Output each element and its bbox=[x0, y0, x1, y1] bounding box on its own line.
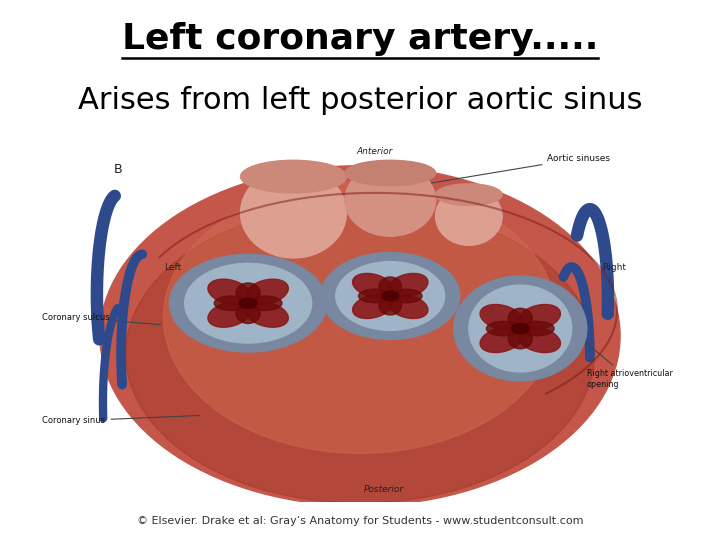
Ellipse shape bbox=[100, 166, 620, 506]
Ellipse shape bbox=[163, 182, 557, 454]
Ellipse shape bbox=[353, 294, 392, 319]
Ellipse shape bbox=[454, 276, 587, 381]
Ellipse shape bbox=[508, 328, 532, 349]
Ellipse shape bbox=[248, 296, 282, 310]
Ellipse shape bbox=[236, 283, 260, 303]
Ellipse shape bbox=[240, 167, 346, 258]
Ellipse shape bbox=[345, 160, 436, 186]
Ellipse shape bbox=[469, 285, 572, 372]
Text: Coronary sinus: Coronary sinus bbox=[42, 415, 200, 426]
Text: Posterior: Posterior bbox=[364, 485, 404, 494]
Ellipse shape bbox=[379, 296, 402, 315]
Ellipse shape bbox=[436, 184, 502, 206]
Ellipse shape bbox=[390, 289, 422, 303]
Ellipse shape bbox=[208, 302, 251, 327]
Ellipse shape bbox=[246, 279, 288, 305]
Circle shape bbox=[240, 298, 257, 308]
Ellipse shape bbox=[436, 187, 502, 245]
Ellipse shape bbox=[487, 321, 521, 336]
Ellipse shape bbox=[480, 327, 523, 353]
Text: Aortic sinuses: Aortic sinuses bbox=[429, 154, 611, 184]
Ellipse shape bbox=[336, 261, 445, 330]
Ellipse shape bbox=[353, 273, 392, 298]
Text: B: B bbox=[114, 163, 122, 176]
Ellipse shape bbox=[246, 302, 288, 327]
Ellipse shape bbox=[240, 160, 346, 193]
Text: Right: Right bbox=[602, 262, 626, 272]
Text: Right atrioventricular
opening: Right atrioventricular opening bbox=[580, 338, 672, 389]
Ellipse shape bbox=[379, 277, 402, 296]
Ellipse shape bbox=[184, 264, 312, 343]
Ellipse shape bbox=[480, 305, 523, 330]
Text: Arises from left posterior aortic sinus: Arises from left posterior aortic sinus bbox=[78, 86, 642, 116]
Text: Left coronary artery.....: Left coronary artery..... bbox=[122, 22, 598, 56]
Circle shape bbox=[382, 291, 398, 301]
Ellipse shape bbox=[169, 254, 327, 352]
Text: © Elsevier. Drake et al: Gray’s Anatomy for Students - www.studentconsult.com: © Elsevier. Drake et al: Gray’s Anatomy … bbox=[137, 516, 583, 526]
Ellipse shape bbox=[320, 253, 460, 339]
Ellipse shape bbox=[359, 289, 390, 303]
Ellipse shape bbox=[126, 205, 595, 503]
Ellipse shape bbox=[518, 327, 560, 353]
Ellipse shape bbox=[208, 279, 251, 305]
Ellipse shape bbox=[518, 305, 560, 330]
Ellipse shape bbox=[215, 296, 248, 310]
Ellipse shape bbox=[508, 308, 532, 328]
Ellipse shape bbox=[388, 294, 428, 319]
Text: Anterior: Anterior bbox=[357, 147, 393, 156]
Text: Coronary sulcus: Coronary sulcus bbox=[42, 313, 161, 325]
Ellipse shape bbox=[388, 273, 428, 298]
Ellipse shape bbox=[345, 164, 436, 237]
Text: Left: Left bbox=[164, 262, 181, 272]
Ellipse shape bbox=[236, 303, 260, 323]
Circle shape bbox=[512, 323, 529, 334]
Ellipse shape bbox=[521, 321, 554, 336]
